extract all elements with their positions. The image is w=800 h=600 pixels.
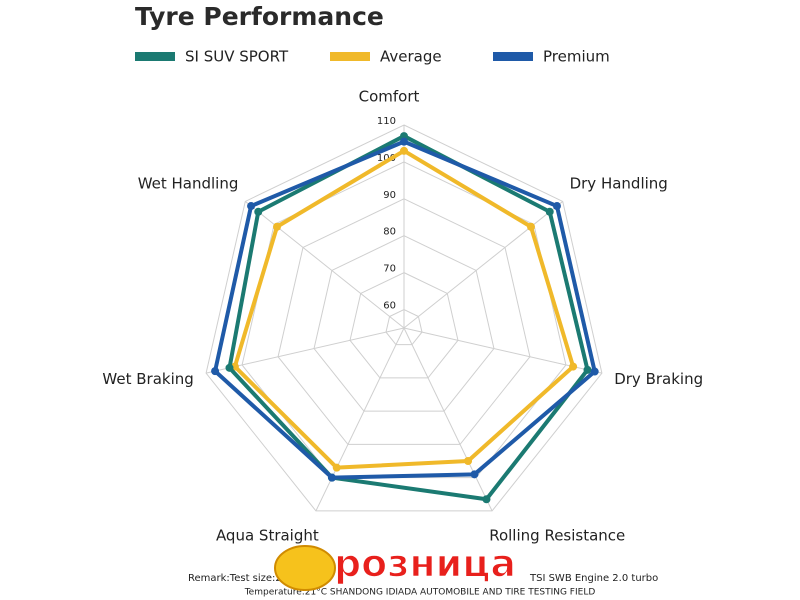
data-point	[583, 365, 592, 374]
series-outline	[227, 134, 590, 502]
data-point	[211, 367, 220, 376]
category-label: Dry Braking	[614, 370, 703, 388]
data-point	[400, 137, 408, 146]
data-point	[590, 367, 599, 376]
category-label: Comfort	[359, 88, 420, 106]
r-tick-label: 70	[383, 264, 396, 275]
legend-label: Average	[380, 48, 442, 66]
r-tick-label: 100	[377, 153, 396, 164]
logo-icon	[274, 545, 336, 591]
category-label: Dry Handling	[570, 174, 668, 192]
data-point	[482, 495, 491, 504]
legend: SI SUV SPORT Average Premium	[135, 48, 610, 66]
series-outline	[232, 148, 576, 470]
r-tick-label: 110	[377, 116, 396, 127]
grid-ring	[385, 308, 423, 346]
grid-ring	[313, 235, 495, 412]
legend-swatch	[135, 52, 175, 61]
data-point	[569, 362, 578, 371]
legend-label: SI SUV SPORT	[185, 48, 289, 66]
watermark-logo: розница	[274, 541, 517, 591]
data-point	[254, 207, 263, 216]
series-outline	[213, 139, 597, 480]
r-tick-label: 60	[383, 301, 396, 312]
chart-title: Tyre Performance	[135, 2, 384, 31]
r-tick-label: 90	[383, 190, 396, 201]
spoke	[244, 201, 405, 329]
data-point	[247, 202, 256, 211]
legend-label: Premium	[543, 48, 610, 66]
note: Remark:Test size:2	[188, 573, 282, 584]
grid: 60 70 80 90 100 110 Comfort Dry Handling Dry Bra…	[102, 88, 703, 545]
legend-swatch	[493, 52, 533, 61]
data-point	[400, 132, 408, 141]
data-point	[526, 222, 535, 231]
watermark: розница	[334, 542, 516, 586]
grid-ring	[277, 198, 531, 445]
spoke	[403, 201, 564, 329]
category-label: Rolling Resistance	[489, 527, 625, 545]
spoke	[403, 327, 603, 374]
spoke	[403, 327, 493, 512]
note: Temperature:21°C SHANDONG IDIADA AUTOMOB…	[244, 588, 596, 598]
data-point	[552, 202, 561, 211]
data-point	[327, 473, 336, 482]
data-point	[273, 222, 282, 231]
category-label: Wet Handling	[138, 174, 239, 192]
grid-ring	[205, 124, 603, 512]
data-point	[545, 207, 554, 216]
data-point	[225, 363, 234, 372]
data-point	[332, 463, 341, 472]
category-label: Wet Braking	[102, 370, 193, 388]
data-point	[400, 146, 408, 155]
plot	[211, 132, 599, 504]
r-tick-label: 80	[383, 227, 396, 238]
data-point	[464, 457, 473, 466]
data-point	[470, 470, 479, 479]
legend-swatch	[330, 52, 370, 61]
grid-ring	[349, 272, 459, 379]
note: TSI SWB Engine 2.0 turbo	[529, 573, 658, 584]
spoke	[205, 327, 405, 374]
category-label: Aqua Straight	[216, 527, 319, 545]
